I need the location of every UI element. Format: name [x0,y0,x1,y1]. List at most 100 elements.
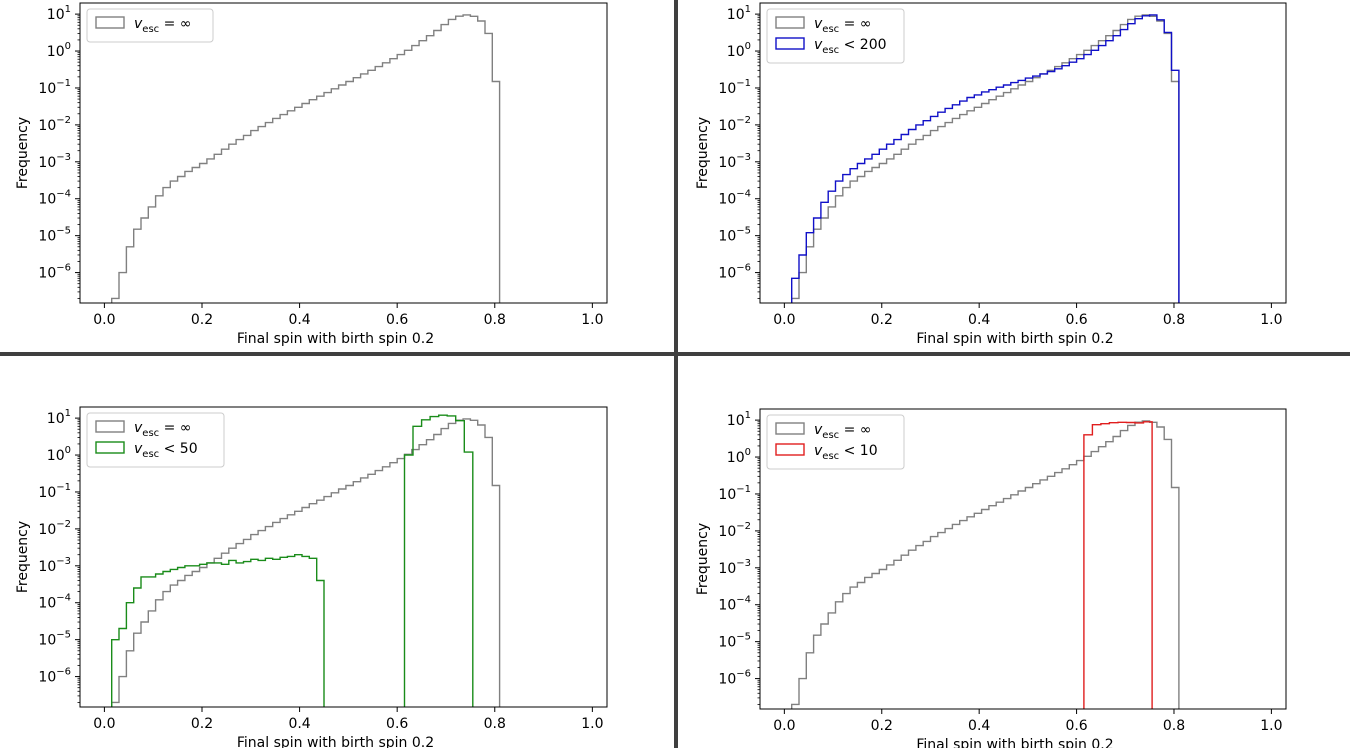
y-tick-exponent: −1 [736,484,751,495]
axes-frame [79,2,608,304]
chart-panel-2: 0.0 0.2 0.4 0.6 0.8 1.010110010−110−210−310−4… [695,2,1287,347]
y-tick-label: 10−6 [38,667,71,686]
y-tick-exponent: −1 [56,482,71,493]
y-tick-label: 10−3 [38,152,71,171]
y-tick-label: 10−5 [718,632,751,651]
y-tick-base: 10 [38,633,56,649]
y-tick-exponent: −5 [736,226,751,237]
y-tick-base: 10 [38,522,56,538]
y-tick-exponent: 1 [745,410,751,421]
y-tick-base: 10 [38,81,56,97]
legend-relation: < 200 [839,37,886,53]
x-tick-label: 0.4 [968,312,990,328]
axes-frame [759,408,1287,710]
y-tick-exponent: 1 [745,4,751,15]
y-tick-exponent: −5 [56,226,71,237]
y-tick-base: 10 [727,450,745,466]
y-axis-label: Frequency [695,117,711,189]
y-tick-base: 10 [38,670,56,686]
legend-symbol: v [814,16,823,32]
y-tick-exponent: 0 [65,41,71,52]
legend-relation: < 10 [839,443,877,459]
y-tick-label: 100 [727,447,751,466]
y-tick-exponent: −6 [736,669,751,680]
x-tick-label: 0.2 [191,312,213,328]
legend-symbol: v [814,443,823,459]
y-tick-label: 101 [727,410,751,429]
y-tick-base: 10 [718,524,736,540]
y-tick-exponent: −2 [56,115,71,126]
x-axis-label: Final spin with birth spin 0.2 [237,331,434,347]
y-tick-base: 10 [718,266,736,282]
y-tick-label: 10−5 [718,226,751,245]
vertical-divider [674,0,678,748]
x-tick-label: 0.2 [871,718,893,734]
y-tick-base: 10 [727,413,745,429]
y-tick-exponent: −2 [736,521,751,532]
y-tick-label: 10−6 [38,263,71,282]
y-tick-exponent: −6 [736,263,751,274]
legend-relation: = ∞ [839,422,871,438]
legend-subscript: esc [822,430,839,441]
x-tick-label: 1.0 [581,716,603,732]
horizontal-divider [0,352,1350,356]
legend-label: vesc < 50 [134,441,198,460]
y-tick-label: 10−2 [38,115,71,134]
legend-subscript: esc [822,45,839,56]
x-tick-label: 0.4 [288,716,310,732]
y-tick-exponent: 0 [745,41,751,52]
y-tick-label: 10−3 [38,556,71,575]
chart-panel-1: 0.0 0.2 0.4 0.6 0.8 1.010110010−110−210−310−4… [15,2,608,347]
y-tick-label: 101 [47,408,71,427]
y-tick-base: 10 [47,7,65,23]
y-tick-base: 10 [38,485,56,501]
y-tick-exponent: 0 [65,445,71,456]
y-tick-exponent: 1 [65,4,71,15]
legend-relation: = ∞ [159,16,191,32]
y-tick-exponent: −1 [56,78,71,89]
legend-swatch [95,420,125,433]
y-tick-base: 10 [718,487,736,503]
y-tick-base: 10 [718,672,736,688]
x-tick-label: 0.2 [871,312,893,328]
y-tick-base: 10 [718,81,736,97]
y-tick-label: 10−4 [38,593,71,612]
legend-subscript: esc [142,449,159,460]
y-tick-label: 10−6 [718,669,751,688]
y-tick-base: 10 [727,7,745,23]
y-tick-exponent: −4 [736,189,751,200]
legend-label: vesc = ∞ [134,420,191,439]
legend-label: vesc < 10 [814,443,878,462]
y-tick-label: 10−3 [718,152,751,171]
y-tick-base: 10 [718,598,736,614]
y-tick-exponent: −5 [56,630,71,641]
y-tick-label: 10−1 [38,78,71,97]
x-tick-label: 0.4 [968,718,990,734]
y-tick-base: 10 [38,192,56,208]
x-tick-label: 1.0 [581,312,603,328]
x-tick-label: 1.0 [1260,312,1282,328]
x-axis-label: Final spin with birth spin 0.2 [916,331,1113,347]
legend-symbol: v [134,16,143,32]
y-tick-base: 10 [38,559,56,575]
axes-frame [79,406,608,708]
legend-label: vesc = ∞ [814,422,871,441]
y-tick-exponent: −6 [56,667,71,678]
y-tick-base: 10 [718,635,736,651]
legend-label: vesc = ∞ [814,16,871,35]
y-tick-label: 101 [47,4,71,23]
legend-relation: = ∞ [159,420,191,436]
y-tick-exponent: −1 [736,78,751,89]
y-tick-label: 101 [727,4,751,23]
y-tick-label: 10−2 [718,115,751,134]
y-tick-exponent: −4 [56,593,71,604]
x-tick-label: 0.6 [386,716,408,732]
x-tick-label: 0.6 [1065,718,1087,734]
y-tick-label: 100 [47,41,71,60]
y-tick-label: 10−1 [718,78,751,97]
chart-panel-3: 0.0 0.2 0.4 0.6 0.8 1.010110010−110−210−310−4… [15,406,608,751]
legend-swatch [775,443,805,456]
legend-label: vesc < 200 [814,37,887,56]
x-tick-label: 0.6 [1065,312,1087,328]
